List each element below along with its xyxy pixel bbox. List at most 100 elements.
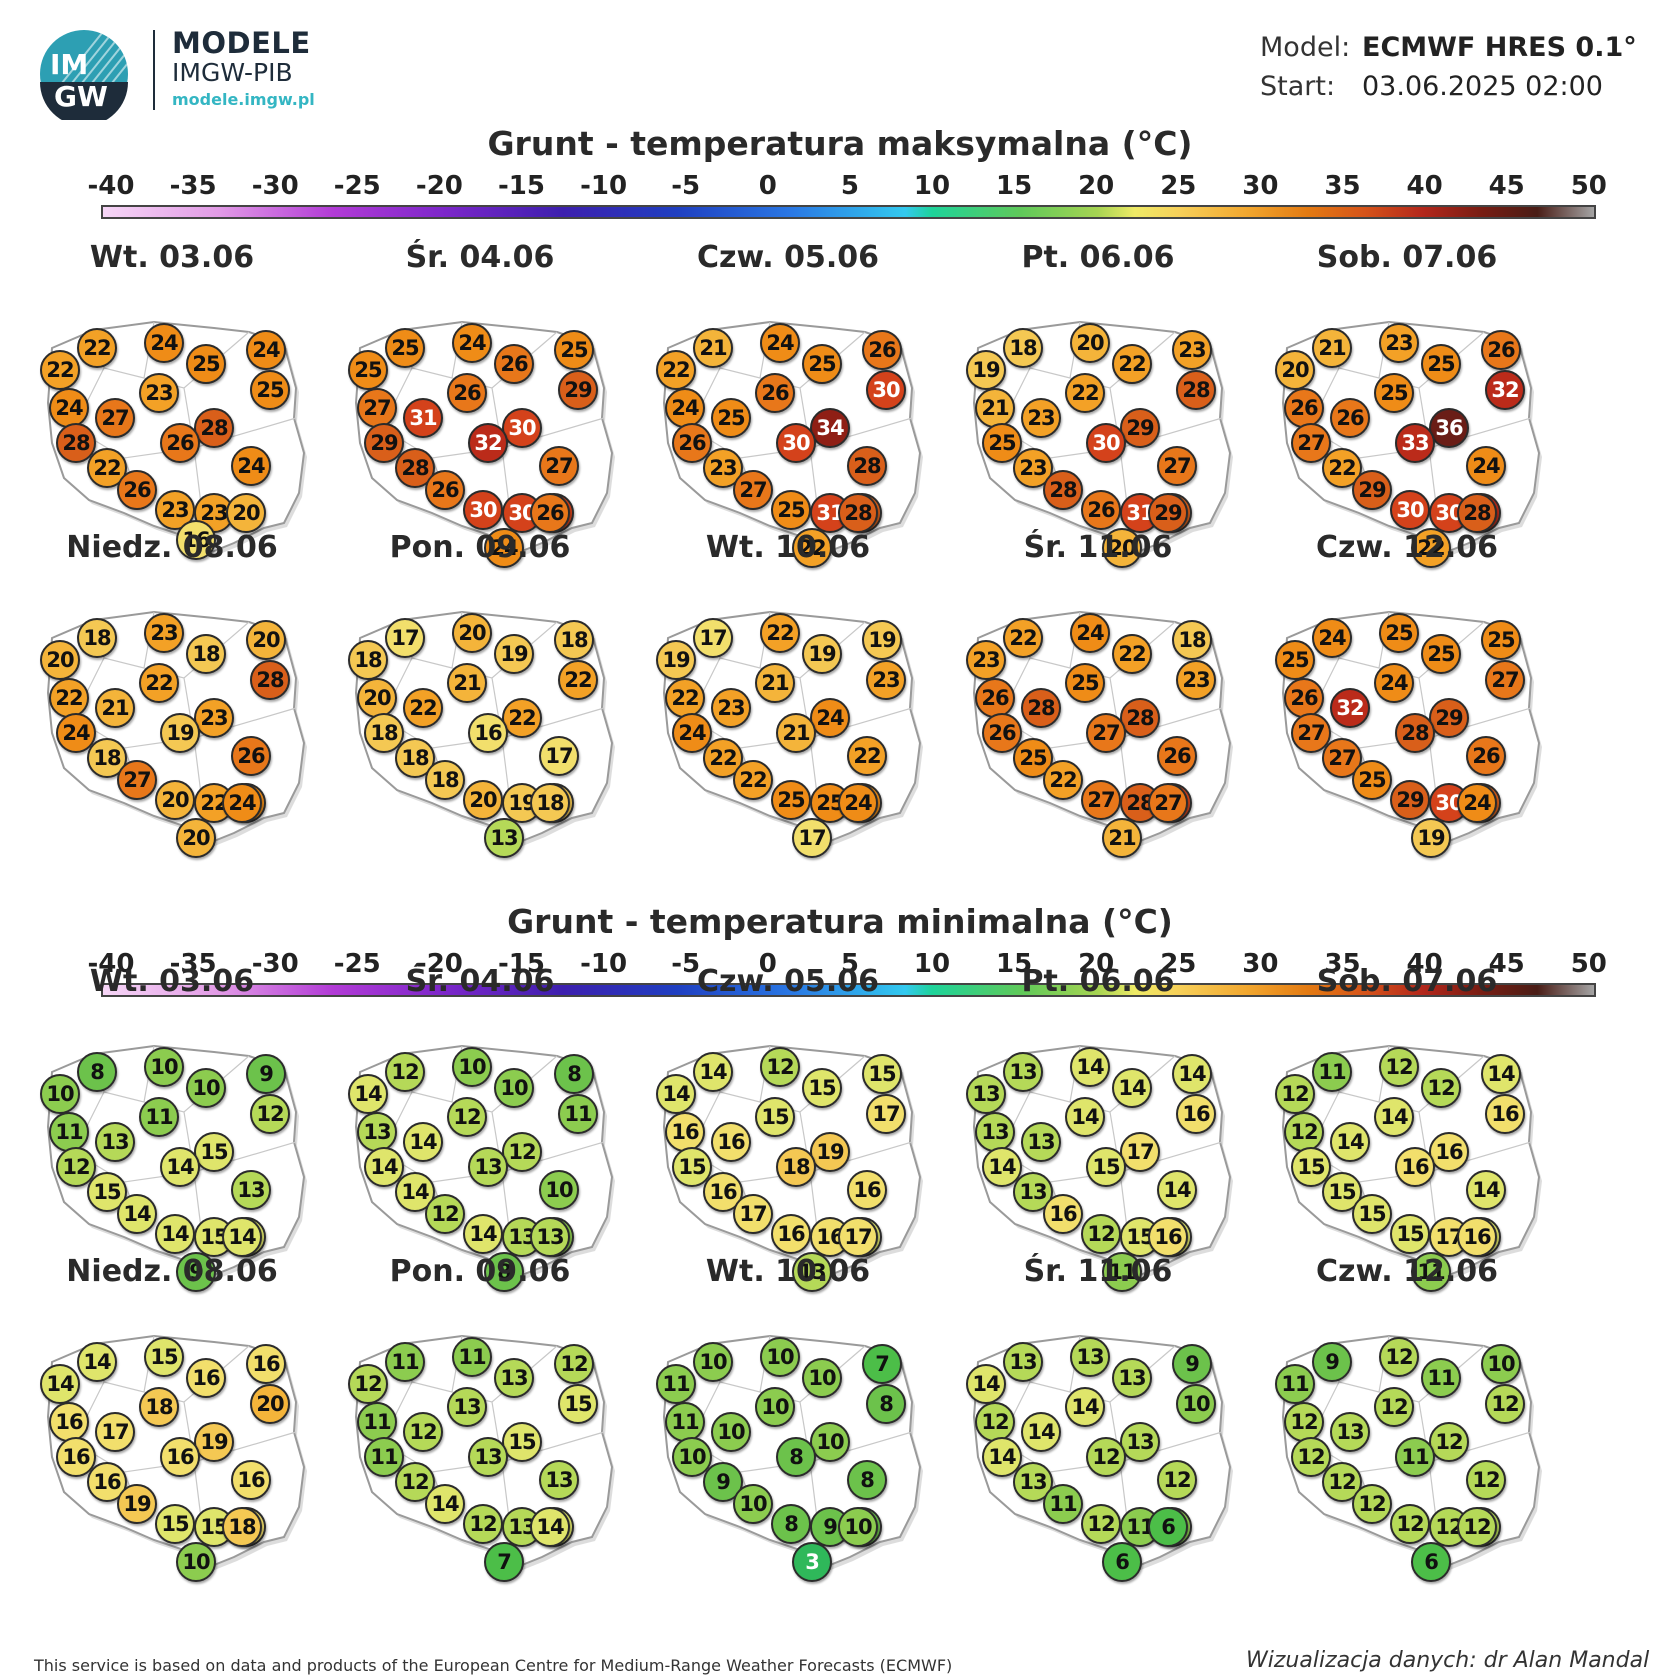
- station-value: 11: [558, 1094, 598, 1134]
- station-value: 25: [1421, 344, 1461, 384]
- station-value: 8: [77, 1052, 117, 1092]
- station-value: 8: [776, 1437, 816, 1477]
- station-value: 13: [357, 1112, 397, 1152]
- station-value: 18: [1172, 620, 1212, 660]
- station-value: 6: [1148, 1507, 1188, 1547]
- station-value: 23: [194, 698, 234, 738]
- station-value: 7: [484, 1542, 524, 1582]
- station-value: 14: [364, 1147, 404, 1187]
- station-value: 14: [425, 1484, 465, 1524]
- station-value: 12: [447, 1097, 487, 1137]
- scale-tick-label: 10: [913, 171, 951, 201]
- max-section-title: Grunt - temperatura maksymalna (°C): [487, 124, 1193, 163]
- station-value: 23: [1021, 398, 1061, 438]
- brand-url[interactable]: modele.imgw.pl: [172, 90, 315, 109]
- station-value: 10: [176, 1542, 216, 1582]
- station-value: 22: [1065, 373, 1105, 413]
- station-value: 22: [656, 350, 696, 390]
- station-value: 29: [1390, 780, 1430, 820]
- day-title: Niedz. 08.06: [66, 530, 278, 565]
- scale-tick-label: -20: [415, 949, 463, 979]
- station-value: 24: [144, 323, 184, 363]
- station-value: 23: [1379, 323, 1419, 363]
- station-value: 30: [776, 423, 816, 463]
- station-value: 26: [755, 373, 795, 413]
- station-value: 27: [1485, 660, 1525, 700]
- station-value: 16: [49, 1402, 89, 1442]
- station-value: 13: [966, 1074, 1006, 1114]
- station-value: 28: [1395, 713, 1435, 753]
- station-value: 13: [1003, 1052, 1043, 1092]
- station-value: 11: [656, 1364, 696, 1404]
- station-value: 11: [1421, 1358, 1461, 1398]
- station-value: 26: [672, 423, 712, 463]
- station-value: 29: [1429, 698, 1469, 738]
- day-title: Wt. 03.06: [89, 240, 255, 275]
- station-value: 10: [186, 1068, 226, 1108]
- station-value: 20: [1275, 350, 1315, 390]
- station-value: 14: [463, 1214, 503, 1254]
- station-value: 25: [554, 330, 594, 370]
- station-value: 10: [539, 1170, 579, 1210]
- max-scale-labels: -40 -35 -30 -25 -20 -15 -10 -5 0 5 10 15 20 25 30 35 40 4…: [0, 171, 1680, 205]
- station-value: 20: [250, 1384, 290, 1424]
- station-value: 10: [755, 1387, 795, 1427]
- station-value: 11: [357, 1402, 397, 1442]
- station-value: 16: [1457, 1217, 1497, 1257]
- station-value: 22: [760, 613, 800, 653]
- station-value: 14: [395, 1172, 435, 1212]
- scale-tick-label: -35: [169, 171, 217, 201]
- station-value: 21: [95, 688, 135, 728]
- station-value: 20: [357, 678, 397, 718]
- scale-tick-label: 45: [1488, 949, 1525, 979]
- station-value: 23: [866, 660, 906, 700]
- scale-tick-label: 20: [1078, 949, 1115, 979]
- station-value: 23: [139, 373, 179, 413]
- station-value: 16: [847, 1170, 887, 1210]
- station-value: 29: [364, 423, 404, 463]
- station-value: 16: [176, 520, 216, 560]
- station-value: 10: [802, 1358, 842, 1398]
- station-value: 10: [693, 1342, 733, 1382]
- station-value: 28: [250, 660, 290, 700]
- station-value: 14: [40, 1364, 80, 1404]
- station-value: 18: [776, 1147, 816, 1187]
- scale-tick-label: -5: [671, 949, 701, 979]
- station-value: 30: [463, 490, 503, 530]
- station-value: 15: [1322, 1172, 1362, 1212]
- station-value: 6: [1411, 1542, 1451, 1582]
- station-value: 12: [425, 1194, 465, 1234]
- station-value: 15: [144, 1337, 184, 1377]
- station-value: 27: [357, 388, 397, 428]
- station-value: 25: [1065, 663, 1105, 703]
- station-value: 16: [1429, 1132, 1469, 1172]
- model-value: ECMWF HRES 0.1°: [1362, 32, 1637, 63]
- day-title: Wt. 10.06: [705, 1254, 871, 1289]
- station-value: 12: [502, 1132, 542, 1172]
- station-value: 12: [1081, 1504, 1121, 1544]
- station-value: 26: [1466, 736, 1506, 776]
- max-color-scale: [101, 205, 1596, 219]
- station-value: 28: [1457, 493, 1497, 533]
- station-value: 22: [1003, 618, 1043, 658]
- station-value: 27: [1086, 713, 1126, 753]
- station-value: 20: [452, 613, 492, 653]
- station-value: 16: [468, 713, 508, 753]
- scale-tick-label: 35: [1324, 949, 1361, 979]
- station-value: 13: [231, 1170, 271, 1210]
- station-value: 28: [1176, 370, 1216, 410]
- station-value: 24: [810, 698, 850, 738]
- station-value: 24: [1374, 663, 1414, 703]
- day-title: Wt. 10.06: [705, 530, 871, 565]
- scale-tick-label: -35: [169, 949, 217, 979]
- station-value: 18: [425, 760, 465, 800]
- scale-tick-label: 20: [1078, 171, 1115, 201]
- station-value: 16: [1176, 1094, 1216, 1134]
- station-value: 13: [1013, 1172, 1053, 1212]
- station-value: 25: [1013, 738, 1053, 778]
- station-value: 8: [847, 1460, 887, 1500]
- station-value: 25: [1379, 613, 1419, 653]
- station-value: 17: [866, 1094, 906, 1134]
- station-value: 26: [117, 470, 157, 510]
- station-value: 27: [1148, 783, 1188, 823]
